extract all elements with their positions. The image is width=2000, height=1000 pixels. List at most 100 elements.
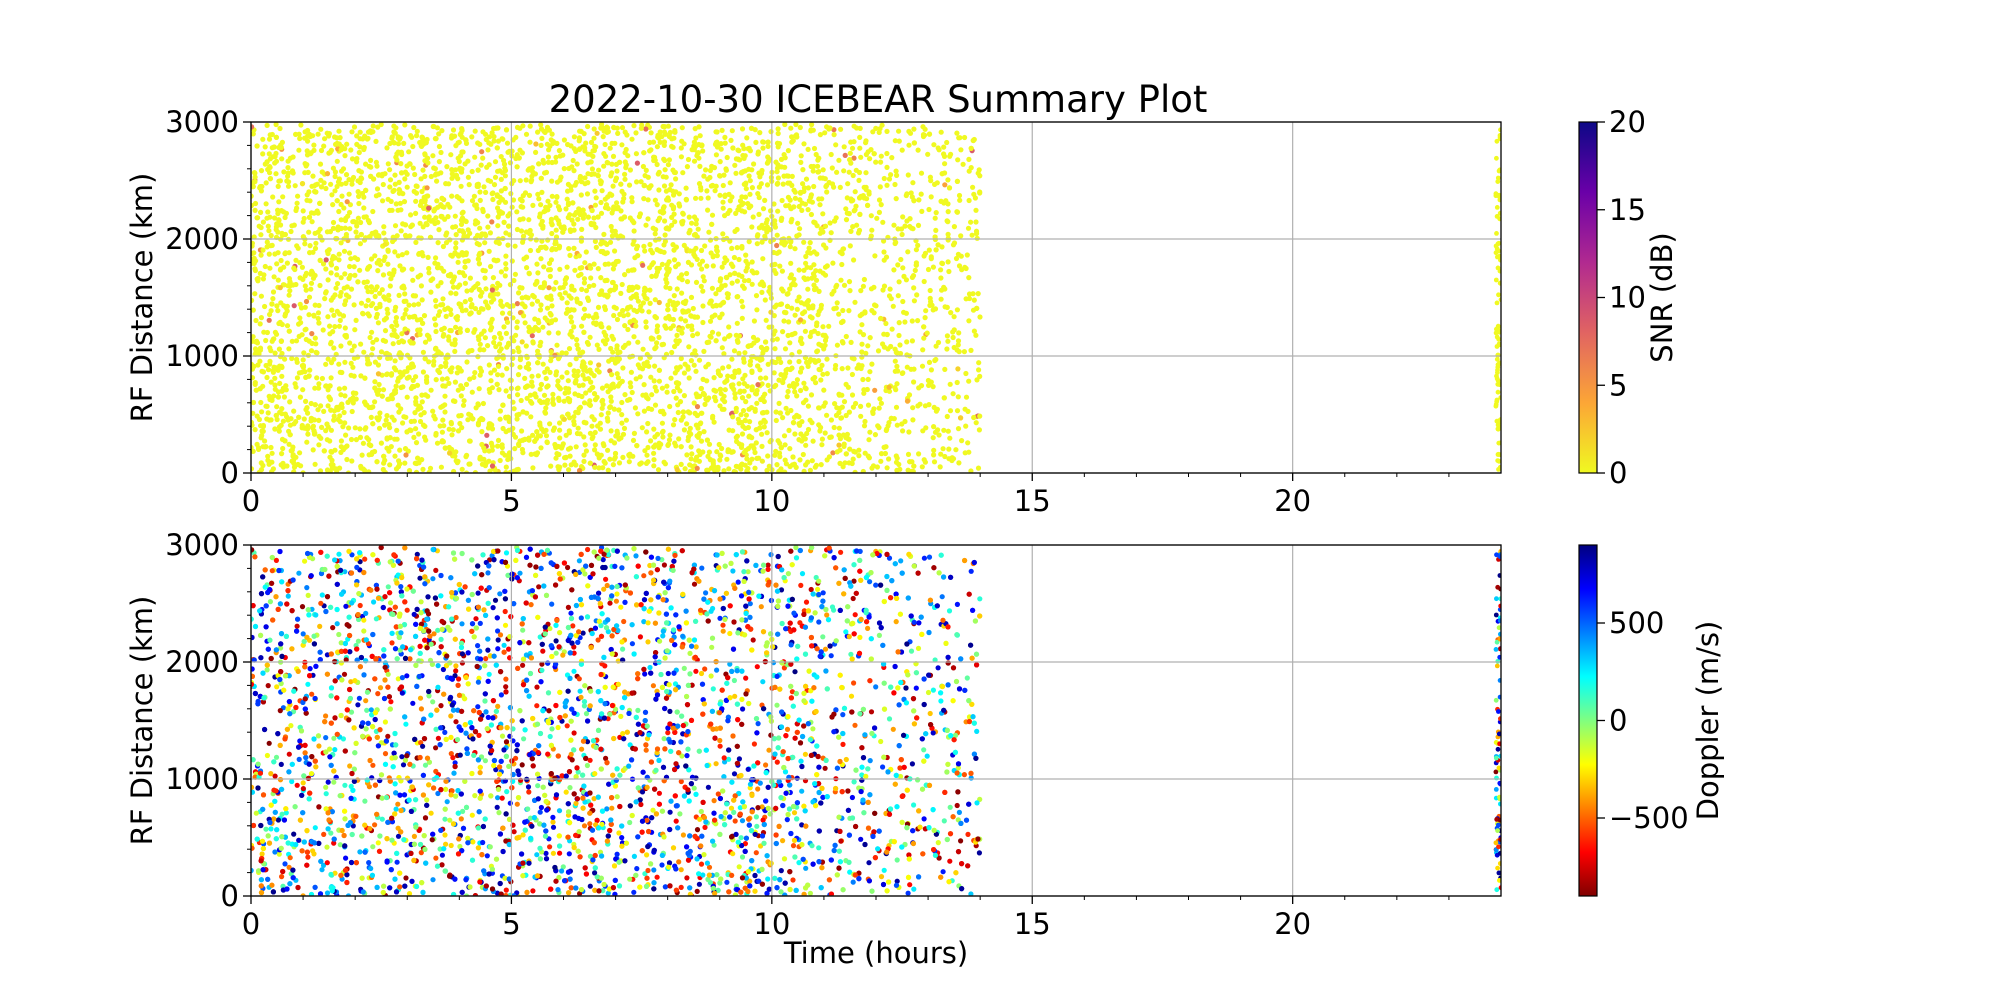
data-point xyxy=(481,347,487,353)
data-point xyxy=(575,425,581,431)
data-point xyxy=(951,224,958,230)
data-point xyxy=(966,318,972,324)
data-point xyxy=(712,464,718,471)
data-point xyxy=(590,315,597,321)
data-point xyxy=(263,201,269,207)
data-point xyxy=(692,410,698,416)
data-point xyxy=(295,461,301,468)
data-point xyxy=(402,326,408,332)
data-point xyxy=(896,332,902,339)
data-point xyxy=(869,361,875,367)
data-point xyxy=(874,215,880,221)
data-point xyxy=(530,292,536,299)
data-point xyxy=(747,178,753,184)
data-point xyxy=(581,360,587,366)
data-point xyxy=(564,300,570,306)
data-point xyxy=(282,250,289,256)
data-point xyxy=(365,218,371,224)
data-point xyxy=(878,451,885,457)
data-point xyxy=(486,448,492,454)
data-point xyxy=(377,262,384,268)
data-point xyxy=(685,364,691,370)
data-point xyxy=(471,193,477,199)
data-point xyxy=(676,275,682,281)
data-point xyxy=(472,154,478,160)
data-point xyxy=(849,145,856,151)
data-point xyxy=(428,289,434,295)
data-point xyxy=(709,212,716,218)
data-point xyxy=(505,149,511,155)
data-point xyxy=(977,373,983,379)
data-point xyxy=(313,240,319,246)
data-point xyxy=(547,369,553,375)
data-point xyxy=(649,406,655,412)
data-point xyxy=(581,276,588,282)
data-point xyxy=(467,297,473,303)
data-point xyxy=(836,425,842,431)
data-point xyxy=(535,270,541,276)
data-point xyxy=(403,452,409,458)
data-point xyxy=(724,257,730,263)
data-point xyxy=(743,399,749,405)
data-point xyxy=(741,388,747,394)
data-point xyxy=(324,437,330,443)
data-point xyxy=(707,333,713,339)
data-point xyxy=(647,139,653,146)
data-point xyxy=(659,342,665,348)
data-point xyxy=(671,293,677,299)
data-point xyxy=(884,128,890,134)
data-point xyxy=(850,456,856,462)
data-point xyxy=(373,193,379,199)
data-point xyxy=(459,425,465,431)
data-point xyxy=(610,356,616,362)
data-point xyxy=(820,270,826,276)
data-point xyxy=(374,311,380,317)
data-point xyxy=(372,379,378,385)
data-point xyxy=(717,457,723,463)
data-point xyxy=(677,203,683,209)
data-point xyxy=(435,240,441,246)
data-point xyxy=(334,308,340,314)
data-point xyxy=(773,417,779,424)
data-point xyxy=(843,206,849,212)
data-point xyxy=(693,245,699,251)
data-point xyxy=(834,300,840,306)
data-point xyxy=(459,198,465,204)
data-point xyxy=(495,437,502,443)
data-point xyxy=(435,265,441,271)
data-point xyxy=(252,267,258,274)
data-point xyxy=(366,313,372,319)
data-point xyxy=(517,178,523,184)
data-point xyxy=(368,164,374,170)
data-point xyxy=(688,431,694,437)
data-point xyxy=(852,469,858,473)
data-point xyxy=(445,354,451,360)
data-point xyxy=(938,129,944,135)
data-point xyxy=(824,189,830,195)
data-point xyxy=(337,413,343,419)
data-point xyxy=(263,403,269,409)
data-point xyxy=(550,138,557,145)
data-point xyxy=(366,469,372,473)
data-point xyxy=(801,380,807,386)
data-point xyxy=(337,317,343,323)
data-point xyxy=(333,466,340,472)
data-point xyxy=(370,301,376,307)
data-point xyxy=(273,365,279,371)
data-point xyxy=(567,397,573,403)
data-point xyxy=(713,291,719,297)
data-point xyxy=(874,464,881,470)
data-point xyxy=(338,289,344,296)
data-point xyxy=(448,271,454,277)
data-point xyxy=(627,380,633,386)
data-point xyxy=(443,313,449,319)
data-point xyxy=(583,448,590,454)
data-point xyxy=(781,318,787,324)
data-point xyxy=(853,167,859,173)
data-point xyxy=(532,171,539,177)
data-point xyxy=(255,362,261,368)
data-point xyxy=(294,205,300,211)
data-point xyxy=(672,370,678,376)
data-point xyxy=(942,366,948,372)
data-point xyxy=(446,426,452,432)
